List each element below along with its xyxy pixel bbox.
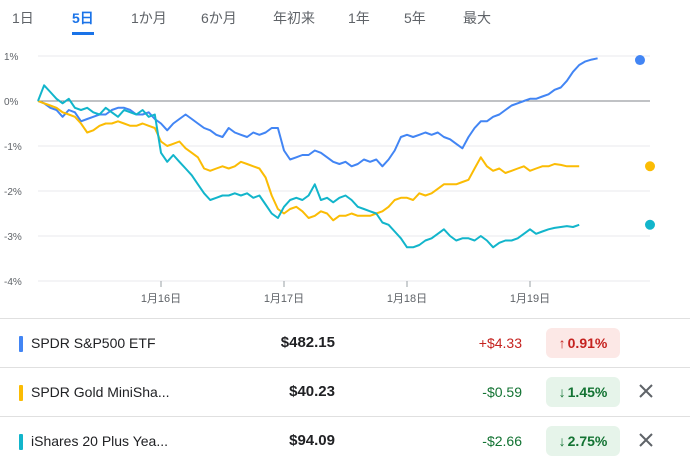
time-range-tabs: 1日 5日 1か月 6か月 年初来 1年 5年 最大 <box>0 0 690 36</box>
table-row-tlt[interactable]: iShares 20 Plus Yea... $94.09 -$2.66 ↓ 2… <box>0 416 690 467</box>
y-tick-label: -2% <box>4 187 22 198</box>
arrow-down-icon: ↓ <box>558 384 566 400</box>
table-row-spy[interactable]: SPDR S&P500 ETF $482.15 +$4.33 ↑ 0.91% <box>0 318 690 369</box>
tab-ytd[interactable]: 年初来 <box>273 10 315 26</box>
tab-1d[interactable]: 1日 <box>12 10 34 26</box>
series-color-bar <box>19 336 23 352</box>
x-tick-label: 1月17日 <box>264 293 304 305</box>
series-line-3 <box>37 84 580 249</box>
tab-5d[interactable]: 5日 <box>72 8 94 35</box>
row-change: -$0.59 <box>482 384 522 400</box>
series-color-bar <box>19 385 23 401</box>
row-pct-badge: ↓ 1.45% <box>546 377 620 407</box>
y-axis-ticks: 1% 0% -1% -2% -3% -4% <box>4 52 22 288</box>
row-change: +$4.33 <box>478 335 522 351</box>
arrow-up-icon: ↑ <box>558 335 566 351</box>
row-price: $482.15 <box>280 334 335 351</box>
row-name: SPDR Gold MiniSha... <box>31 384 170 400</box>
tab-1y[interactable]: 1年 <box>348 10 370 26</box>
tab-5y[interactable]: 5年 <box>404 10 426 26</box>
series-color-bar <box>19 434 23 450</box>
x-tick-label: 1月18日 <box>387 293 427 305</box>
row-pct-badge: ↓ 2.75% <box>546 426 620 456</box>
row-name: iShares 20 Plus Yea... <box>31 433 168 449</box>
series-line-1 <box>37 57 598 168</box>
close-icon[interactable] <box>635 429 657 451</box>
tab-6m[interactable]: 6か月 <box>201 10 237 26</box>
table-row-gold[interactable]: SPDR Gold MiniSha... $40.23 -$0.59 ↓ 1.4… <box>0 367 690 418</box>
series-end-point-2 <box>645 161 655 172</box>
row-pct: 2.75% <box>567 433 608 449</box>
y-tick-label: 0% <box>4 97 19 108</box>
x-axis-ticks: 1月16日 1月17日 1月18日 1月19日 <box>141 281 550 305</box>
y-tick-label: -3% <box>4 232 22 243</box>
x-tick-label: 1月19日 <box>510 293 550 305</box>
y-tick-label: -1% <box>4 142 22 153</box>
arrow-down-icon: ↓ <box>558 433 566 449</box>
row-pct: 1.45% <box>567 384 608 400</box>
series-end-point-3 <box>645 219 655 230</box>
row-name: SPDR S&P500 ETF <box>31 335 156 351</box>
series-end-point-1 <box>635 55 645 66</box>
tab-max[interactable]: 最大 <box>463 10 491 26</box>
row-price: $40.23 <box>289 383 335 400</box>
close-icon[interactable] <box>635 380 657 402</box>
grid <box>38 55 650 282</box>
comparison-line-chart[interactable]: 1% 0% -1% -2% -3% -4% 1月16日 1月17日 1月18日 1月19日 <box>0 40 690 310</box>
series-lines <box>37 55 655 249</box>
y-tick-label: 1% <box>4 52 19 63</box>
row-price: $94.09 <box>289 432 335 449</box>
series-line-2 <box>37 100 580 222</box>
row-pct: 0.91% <box>567 335 608 351</box>
tab-1m[interactable]: 1か月 <box>131 10 167 26</box>
row-change: -$2.66 <box>482 433 522 449</box>
y-tick-label: -4% <box>4 277 22 288</box>
x-tick-label: 1月16日 <box>141 293 181 305</box>
row-pct-badge: ↑ 0.91% <box>546 328 620 358</box>
